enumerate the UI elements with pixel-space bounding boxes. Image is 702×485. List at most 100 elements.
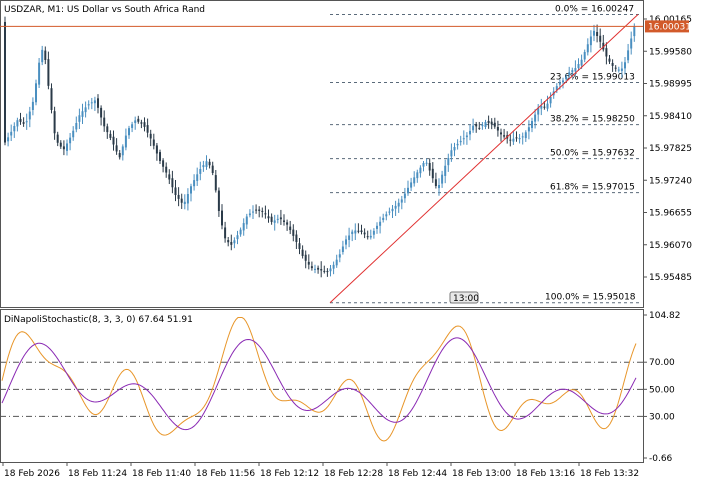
fibonacci-retracement[interactable]: 0.0% = 16.00247 23.6% = 15.99013 38.2% = 1…: [330, 4, 640, 304]
fibonacci-level-label: 50.0% = 15.97632: [550, 149, 635, 159]
candle-body: [292, 229, 295, 236]
candle-body: [376, 225, 378, 229]
candle-body: [540, 105, 543, 109]
candle-body: [568, 72, 571, 75]
candle-body: [69, 137, 72, 144]
indicator-levels: [0, 361, 643, 417]
current-price-tag: 16.00031: [645, 20, 691, 33]
candle-body: [431, 168, 434, 179]
candle-body: [465, 135, 468, 138]
candle-body: [351, 231, 354, 235]
candle-body: [416, 172, 419, 179]
candle-body: [93, 100, 96, 104]
candle-body: [419, 167, 422, 174]
candle-body: [425, 162, 428, 164]
candle-body: [512, 138, 515, 142]
candle-body: [258, 209, 261, 211]
candle-body: [236, 235, 239, 240]
candle-body: [38, 62, 41, 85]
candle-body: [19, 118, 22, 122]
candle-body: [255, 209, 258, 211]
indicator-axis: 104.82 70.00 50.00 30.00 -0.66: [643, 311, 681, 464]
candle-body: [450, 150, 453, 157]
candle-body: [527, 127, 530, 132]
trend-line[interactable]: [329, 14, 639, 304]
candle-body: [444, 165, 447, 176]
candle-body: [314, 268, 316, 270]
stochastic-slow-line: [1, 337, 637, 431]
candle-body: [211, 165, 214, 173]
candle-body: [478, 127, 481, 129]
candle-body: [484, 122, 487, 127]
candle-body: [168, 174, 171, 180]
candle-body: [580, 59, 583, 66]
candle-body: [81, 111, 84, 117]
candle-body: [155, 145, 158, 154]
candle-body: [72, 130, 75, 138]
candle-body: [140, 122, 143, 124]
candle-body: [109, 133, 112, 138]
candle-body: [360, 230, 363, 232]
candle-body: [227, 240, 230, 243]
candle-body: [521, 136, 524, 138]
candle-body: [131, 124, 134, 128]
candle-body: [574, 68, 577, 72]
candle-body: [4, 21, 6, 143]
candle-body: [317, 267, 320, 270]
time-axis-label: 18 Feb 12:28: [324, 469, 383, 479]
candle-body: [456, 143, 459, 146]
candle-body: [177, 194, 180, 199]
candle-body: [515, 137, 518, 139]
candle-body: [267, 216, 270, 219]
time-axis-label: 18 Feb 11:40: [132, 469, 191, 479]
candle-body: [174, 187, 177, 195]
candle-body: [363, 232, 366, 235]
candle-body: [571, 70, 574, 73]
candle-body: [509, 139, 512, 141]
candle-body: [602, 42, 605, 50]
candle-body: [391, 208, 394, 212]
indicator-title: DiNapoliStochastic(8, 3, 3, 0) 67.64 51.…: [4, 315, 193, 325]
indicator-axis-label: 70.00: [649, 358, 675, 368]
candle-body: [115, 145, 118, 152]
candle-body: [283, 220, 285, 222]
candle-body: [252, 211, 254, 213]
time-axis: 18 Feb 2026 18 Feb 11:24 18 Feb 11:40 18 Fe…: [2, 462, 639, 479]
candle-body: [183, 201, 186, 205]
price-axis-label: 16.00165: [649, 15, 692, 25]
candle-body: [407, 187, 409, 194]
fibonacci-level-label: 100.0% = 15.95018: [545, 293, 636, 303]
time-axis-label: 18 Feb 11:24: [68, 469, 127, 479]
candle-body: [593, 30, 595, 36]
candle-body: [428, 162, 431, 171]
candle-body: [329, 268, 332, 272]
candle-body: [326, 271, 329, 273]
candle-body: [453, 147, 456, 151]
candle-body: [388, 211, 391, 213]
time-axis-label: 18 Feb 2026: [4, 469, 60, 479]
candle-body: [242, 223, 245, 231]
candle-body: [320, 269, 323, 271]
candle-body: [28, 111, 31, 120]
price-axis: 16.00165 15.99580 15.98995 15.98410 15.97825…: [643, 15, 692, 283]
candle-body: [165, 166, 168, 173]
candle-body: [7, 137, 10, 142]
price-axis-label: 15.99580: [649, 47, 692, 57]
candle-body: [617, 69, 620, 71]
candle-body: [500, 132, 502, 135]
indicator-frame: [0, 309, 644, 463]
candle-body: [627, 50, 630, 61]
candle-body: [103, 117, 106, 127]
price-axis-label: 15.96070: [649, 241, 692, 251]
time-axis-label: 18 Feb 13:16: [516, 469, 575, 479]
candle-body: [202, 165, 205, 168]
stochastic-fast-line: [1, 317, 637, 442]
candle-body: [224, 227, 227, 239]
candle-body: [633, 26, 636, 37]
candle-body: [341, 246, 344, 253]
candle-body: [31, 101, 34, 111]
candle-body: [298, 243, 301, 249]
candle-body: [475, 124, 478, 127]
